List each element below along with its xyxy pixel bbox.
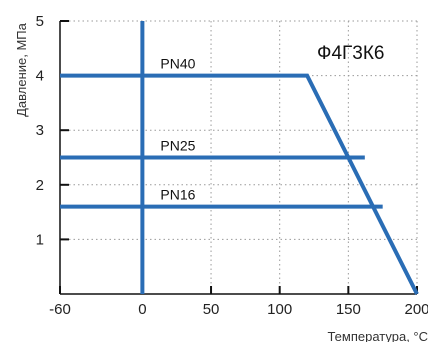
x-tick-label: 100 [267,301,292,318]
x-tick-label: -60 [49,301,71,318]
labels: PN40 PN25 PN16 [160,56,195,203]
y-tick-label: 1 [36,231,44,248]
series-label-pn16: PN16 [160,187,195,203]
series-label-pn40: PN40 [160,56,195,72]
axes: 1 2 3 4 5 -60 0 50 100 150 200 [36,13,428,318]
y-tick-label: 5 [36,13,44,30]
y-tick-label: 2 [36,177,44,194]
x-tick-label: 150 [336,301,361,318]
x-axis-title: Температура, °С [327,329,428,342]
y-tick-label: 4 [36,68,44,85]
x-tick-label: 50 [203,301,220,318]
chart-title: Ф4Г3К6 [317,43,385,64]
x-tick-label: 200 [404,301,428,318]
y-tick-label: 3 [36,122,44,139]
series-line-pn40 [60,73,419,295]
x-tick-label: 0 [138,301,146,318]
y-axis-title: Давление, МПа [14,22,29,117]
series-lines [60,21,419,295]
series-label-pn25: PN25 [160,138,195,154]
